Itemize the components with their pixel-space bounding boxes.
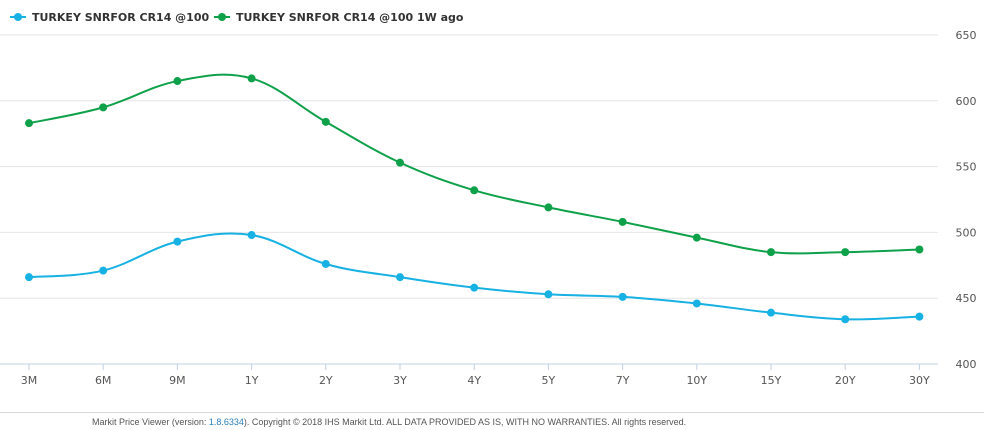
data-point[interactable] [915, 312, 924, 321]
data-point[interactable] [841, 248, 850, 257]
y-tick-label: 600 [956, 95, 977, 108]
data-point[interactable] [767, 308, 775, 317]
axes: 400 450 500 550 600 650 3M 6M 9M 1Y 2Y 3Y 4Y 5Y 7Y 10Y 1… [0, 29, 977, 387]
data-point[interactable] [841, 315, 850, 324]
y-tick-label: 400 [956, 358, 977, 371]
data-point[interactable] [470, 283, 479, 292]
data-point[interactable] [692, 299, 701, 308]
series-line[interactable] [28, 73, 920, 255]
legend-swatch-marker [218, 13, 226, 21]
footer-prefix: Markit Price Viewer (version: [92, 417, 209, 427]
data-point[interactable] [915, 245, 924, 254]
x-tick-label: 5Y [542, 374, 556, 387]
data-point[interactable] [173, 77, 182, 86]
data-point[interactable] [321, 259, 330, 268]
data-point[interactable] [247, 74, 256, 83]
data-point[interactable] [618, 292, 627, 301]
data-point[interactable] [396, 158, 404, 167]
legend-swatch-marker [14, 13, 22, 21]
x-tick-label: 2Y [319, 374, 333, 387]
y-tick-label: 650 [956, 29, 977, 42]
x-tick-label: 15Y [761, 374, 782, 387]
y-tick-label: 500 [956, 226, 977, 239]
footer-version[interactable]: 1.8.6334 [208, 417, 244, 427]
data-point[interactable] [544, 290, 553, 299]
data-point[interactable] [767, 248, 775, 257]
x-tick-label: 7Y [616, 374, 630, 387]
data-point[interactable] [99, 266, 108, 275]
series-line[interactable] [28, 232, 920, 321]
series-1[interactable] [25, 73, 924, 257]
footer: Markit Price Viewer (version: 1.8.6334).… [0, 412, 984, 429]
legend-label: TURKEY SNRFOR CR14 @100 1W ago [236, 11, 464, 24]
data-point[interactable] [25, 119, 33, 128]
legend-item-0[interactable]: TURKEY SNRFOR CR14 @100 [10, 11, 209, 24]
x-tick-label: 1Y [245, 374, 259, 387]
data-point[interactable] [396, 273, 404, 282]
x-tick-label: 10Y [686, 374, 707, 387]
x-tick-label: 3M [21, 374, 38, 387]
data-point[interactable] [470, 186, 479, 195]
data-point[interactable] [173, 237, 182, 246]
legend-label: TURKEY SNRFOR CR14 @100 [32, 11, 209, 24]
data-point[interactable] [692, 233, 701, 242]
data-point[interactable] [25, 273, 33, 282]
x-tick-label: 9M [169, 374, 186, 387]
series-layer [25, 73, 924, 324]
x-tick-label: 6M [95, 374, 112, 387]
footer-text: Markit Price Viewer (version: 1.8.6334).… [92, 414, 686, 430]
footer-suffix: ). Copyright © 2018 IHS Markit Ltd. ALL … [243, 417, 687, 427]
data-point[interactable] [321, 117, 330, 126]
x-tick-label: 3Y [393, 374, 407, 387]
data-point[interactable] [99, 103, 108, 112]
y-tick-label: 550 [956, 161, 977, 174]
x-tick-label: 20Y [835, 374, 856, 387]
grid-lines [0, 34, 938, 299]
line-chart: 400 450 500 550 600 650 3M 6M 9M 1Y 2Y 3Y 4Y 5Y 7Y 10Y 1… [0, 11, 977, 387]
legend[interactable]: TURKEY SNRFOR CR14 @100 TURKEY SNRFOR CR1… [10, 11, 464, 24]
series-0[interactable] [25, 231, 924, 324]
x-tick-label: 30Y [909, 374, 930, 387]
data-point[interactable] [247, 231, 256, 240]
legend-item-1[interactable]: TURKEY SNRFOR CR14 @100 1W ago [214, 11, 464, 24]
x-tick-label: 4Y [467, 374, 481, 387]
y-tick-label: 450 [956, 292, 977, 305]
data-point[interactable] [544, 203, 553, 212]
data-point[interactable] [618, 217, 627, 226]
